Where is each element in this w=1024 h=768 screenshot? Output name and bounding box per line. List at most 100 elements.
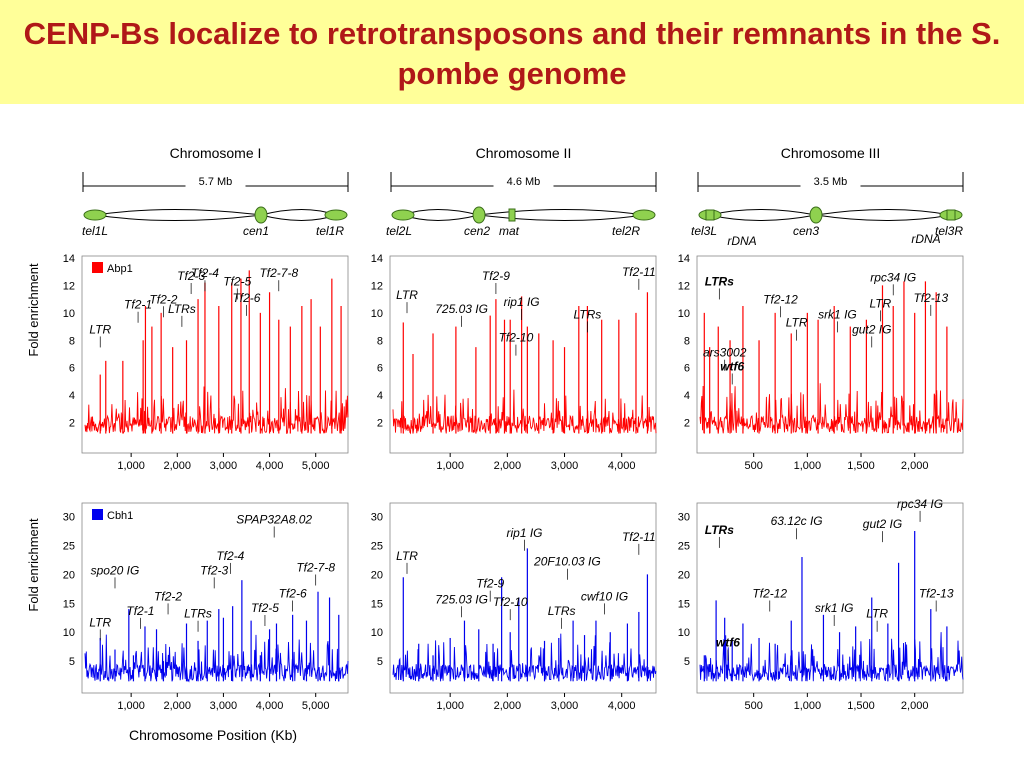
y-tick-label: 15 (63, 598, 75, 610)
x-tick-label: 5,000 (302, 700, 330, 712)
y-tick-label: 5 (69, 656, 75, 668)
chromosome-locus-label: cen3 (793, 224, 819, 238)
panel-abp1-chr2: 2 4 6 8 10 12 14 1,000 2,000 3,000 4,000 LTR 725.03 … (371, 253, 657, 472)
chromosome-arm (478, 209, 645, 221)
chromosome-locus-label: tel2L (386, 224, 412, 238)
plot-frame (81, 502, 349, 694)
centromere (809, 206, 823, 224)
peak-annotation: Tf2-1 (126, 604, 154, 618)
signal-trace (699, 383, 964, 434)
y-tick-label: 12 (678, 280, 690, 292)
signal-trace (84, 634, 349, 683)
peak-annotation: Tf2-5 (223, 274, 251, 288)
y-tick-label: 6 (69, 363, 75, 375)
y-tick-label: 20 (371, 569, 383, 581)
y-tick-label: 10 (678, 627, 690, 639)
y-tick-label: 15 (678, 598, 690, 610)
chromosome-locus-label: rDNA (727, 234, 756, 248)
y-tick-label: 4 (377, 390, 383, 402)
y-tick-label: 10 (63, 308, 75, 320)
peak-annotation: Tf2-3 (200, 563, 228, 577)
peak-annotation: LTR (869, 296, 891, 310)
chromosome-locus-label: tel2R (612, 224, 640, 238)
y-tick-label: 5 (684, 656, 690, 668)
plot-frame (389, 255, 657, 454)
y-tick-label: 25 (371, 540, 383, 552)
x-tick-label: 2,000 (901, 460, 929, 472)
panel-cbh1-chr2: 5 10 15 20 25 30 1,000 2,000 3,000 4,000 LTR 725.03… (371, 502, 657, 712)
peak-annotation: Tf2-11 (622, 265, 656, 279)
y-tick-label: 10 (371, 308, 383, 320)
chromosome-arm (94, 209, 262, 221)
chromosome-locus-label: tel1R (316, 224, 344, 238)
x-tick-label: 3,000 (551, 460, 579, 472)
chromosome-size: 5.7 Mb (199, 176, 233, 188)
peak-annotation: Tf2-10 (499, 331, 534, 345)
panel-abp1-chr1: 2 4 6 8 10 12 14 1,000 2,000 3,000 4,000 5,000 Abp1 L… (63, 253, 349, 472)
chromosome-schematic: Chromosome II 4.6 Mb tel2L cen2 mat tel2R (386, 145, 657, 238)
centromere (472, 206, 486, 224)
chromosome-name: Chromosome I (170, 145, 262, 161)
signal-trace (392, 389, 657, 435)
rdna-locus (946, 209, 956, 221)
x-tick-label: 1,000 (436, 700, 464, 712)
x-tick-label: 4,000 (608, 700, 636, 712)
peak-annotation: Tf2-13 (913, 291, 948, 305)
x-tick-label: 1,000 (794, 460, 822, 472)
peak-annotation: LTR (396, 288, 418, 302)
y-tick-label: 10 (63, 627, 75, 639)
chromosome-size: 3.5 Mb (814, 176, 848, 188)
legend-swatch (92, 509, 103, 520)
x-tick-label: 1,000 (794, 700, 822, 712)
chromosome-size: 4.6 Mb (507, 176, 541, 188)
legend-label: Cbh1 (107, 510, 133, 522)
signal-trace (699, 632, 964, 682)
peak-annotation: rip1 IG (504, 295, 540, 309)
peak-annotation: LTR (89, 615, 111, 629)
plot-frame (389, 502, 657, 694)
peak-annotation: Tf2-6 (232, 291, 260, 305)
telomere-left (391, 209, 415, 221)
peak-annotation: LTRs (705, 523, 734, 537)
peak-annotation: SPAP32A8.02 (236, 513, 312, 527)
peak-annotation: LTRs (705, 274, 734, 288)
x-tick-label: 3,000 (210, 460, 238, 472)
peak-annotation: rip1 IG (506, 526, 542, 540)
y-tick-label: 10 (371, 627, 383, 639)
signal-trace (392, 633, 657, 682)
chromosome-locus-label: cen2 (464, 224, 490, 238)
x-tick-label: 1,000 (436, 460, 464, 472)
plot-frame (696, 502, 964, 694)
peak-annotation: spo20 IG (91, 563, 140, 577)
peak-annotation: LTRs (168, 302, 196, 316)
rdna-locus (705, 209, 715, 221)
peak-annotation: srk1 IG (818, 307, 857, 321)
peak-annotation: Tf2-2 (154, 589, 182, 603)
y-tick-label: 30 (678, 512, 690, 524)
telomere-right (324, 209, 348, 221)
peak-annotation: Tf2-7-8 (296, 560, 335, 574)
y-tick-label: 5 (377, 656, 383, 668)
y-tick-label: 8 (69, 335, 75, 347)
peak-annotation: ars3002 (703, 346, 747, 360)
peak-annotation: LTR (786, 316, 808, 330)
plot-frame (81, 255, 349, 454)
signal-trace (84, 386, 349, 434)
peak-annotation: Tf2-13 (919, 587, 954, 601)
peak-annotation: wtf6 (716, 636, 740, 650)
peak-annotation: Tf2-11 (622, 530, 656, 544)
y-tick-label: 4 (69, 390, 75, 402)
y-tick-label: 8 (377, 335, 383, 347)
peak-annotation: LTRs (574, 307, 602, 321)
peak-annotation: Tf2-9 (482, 269, 510, 283)
chromosome-locus-label: tel3R (935, 224, 963, 238)
peak-annotation: wtf6 (720, 359, 744, 373)
peak-annotation: Tf2-12 (752, 587, 787, 601)
y-tick-label: 25 (63, 540, 75, 552)
x-tick-label: 2,000 (901, 700, 929, 712)
peak-annotation: Tf2-12 (763, 292, 798, 306)
y-tick-label: 20 (678, 569, 690, 581)
panel-abp1-chr3: 2 4 6 8 10 12 14 500 1,000 1,500 2,000 LTRs ars3002w… (678, 253, 964, 472)
peak-annotation: LTR (396, 549, 418, 563)
